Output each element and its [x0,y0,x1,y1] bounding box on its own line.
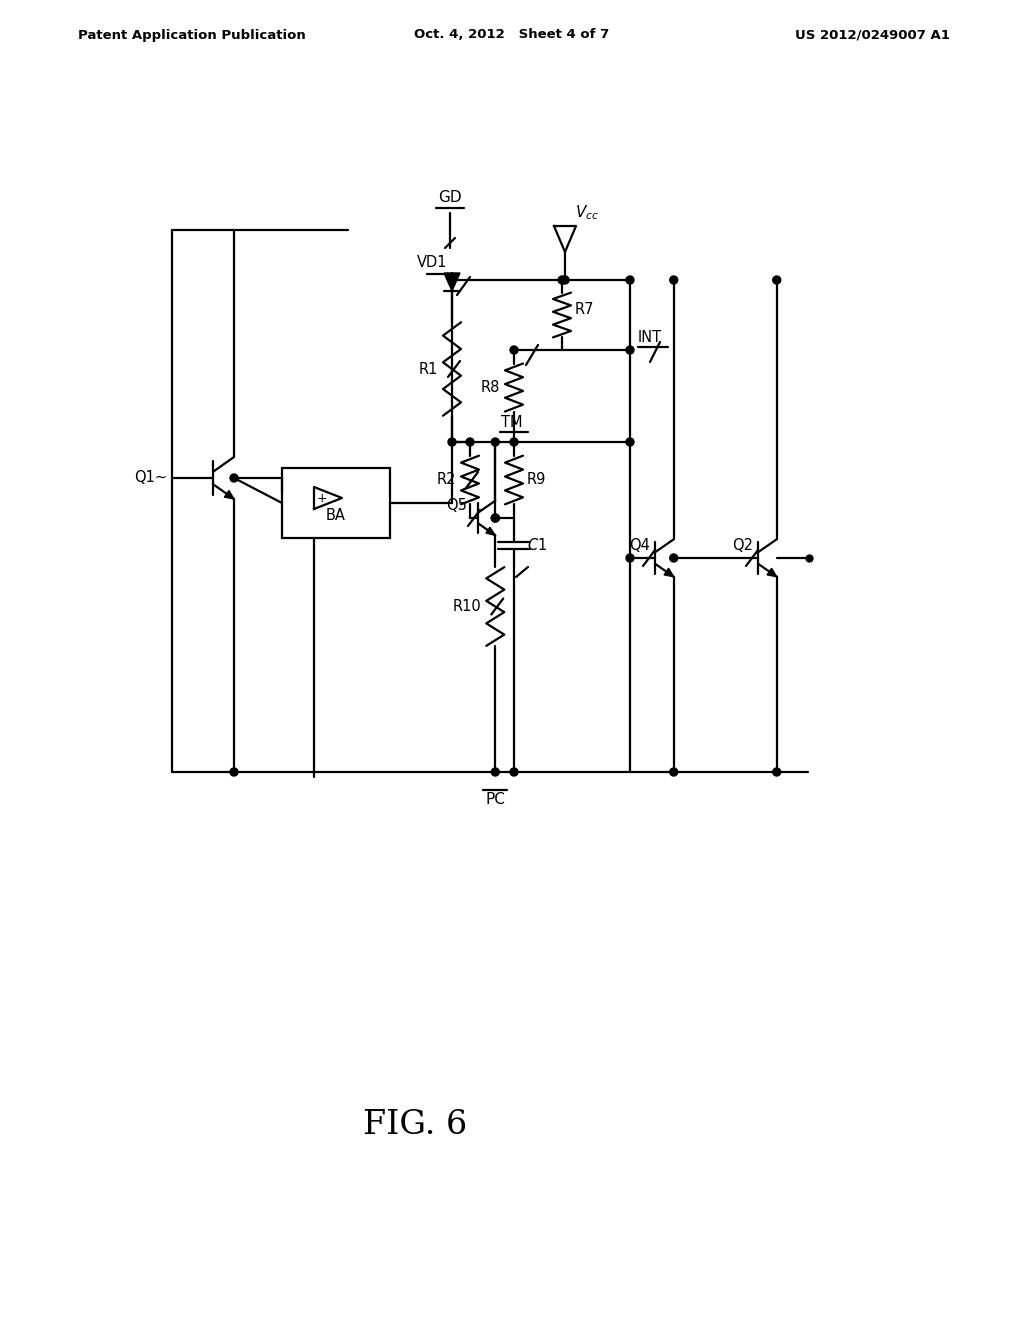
Circle shape [626,554,634,562]
Text: PC: PC [485,792,505,807]
Circle shape [558,276,566,284]
Text: R9: R9 [527,473,547,487]
Polygon shape [444,273,460,290]
Circle shape [492,768,500,776]
Text: Q5: Q5 [446,498,467,513]
Text: Q1~: Q1~ [134,470,167,486]
Text: $V_{cc}$: $V_{cc}$ [575,203,599,222]
Text: R2: R2 [436,473,456,487]
Text: VD1: VD1 [417,255,447,271]
Text: Q4: Q4 [629,539,650,553]
Circle shape [449,438,456,446]
Polygon shape [486,527,496,536]
Text: R7: R7 [575,302,595,318]
Text: GD: GD [438,190,462,205]
Circle shape [492,513,500,521]
Circle shape [230,474,238,482]
Circle shape [626,346,634,354]
Circle shape [670,276,678,284]
Circle shape [510,438,518,446]
Circle shape [510,346,518,354]
Text: INT: INT [638,330,663,345]
Circle shape [492,438,500,446]
Circle shape [561,276,569,284]
Text: $C1$: $C1$ [527,537,547,553]
Circle shape [626,276,634,284]
Text: R1: R1 [419,362,438,376]
Circle shape [773,768,780,776]
Text: Patent Application Publication: Patent Application Publication [78,29,306,41]
Circle shape [492,513,500,521]
Polygon shape [767,569,777,577]
Polygon shape [224,491,234,499]
Circle shape [670,554,678,562]
Text: +: + [316,491,328,504]
Text: FIG. 6: FIG. 6 [362,1109,467,1140]
Circle shape [230,768,238,776]
Text: R10: R10 [453,599,481,614]
Circle shape [626,438,634,446]
Text: Q2: Q2 [732,539,753,553]
Text: US 2012/0249007 A1: US 2012/0249007 A1 [795,29,950,41]
Circle shape [449,276,456,284]
Circle shape [466,438,474,446]
Text: Oct. 4, 2012   Sheet 4 of 7: Oct. 4, 2012 Sheet 4 of 7 [415,29,609,41]
Text: R8: R8 [480,380,500,395]
Text: BA: BA [326,507,346,523]
Circle shape [670,768,678,776]
Circle shape [773,276,780,284]
Circle shape [510,768,518,776]
Text: TM: TM [502,414,522,430]
Polygon shape [664,569,674,577]
